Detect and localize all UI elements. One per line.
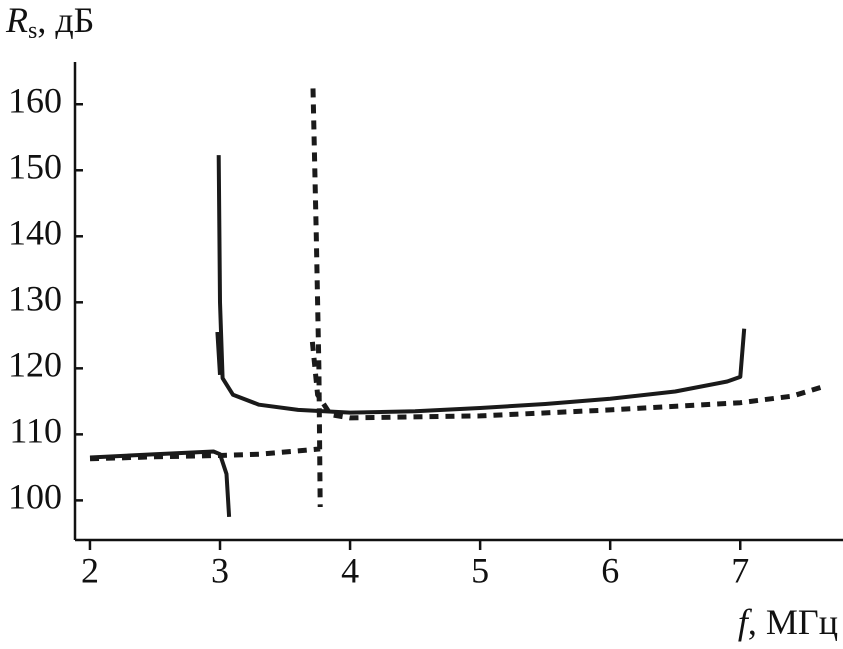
y-tick-label: 120 bbox=[8, 345, 62, 385]
y-label-unit: , дБ bbox=[37, 0, 94, 40]
y-axis-label: Rs, дБ bbox=[5, 0, 94, 43]
y-label-symbol: R bbox=[5, 0, 28, 40]
y-tick-label: 110 bbox=[9, 411, 62, 451]
x-axis-label: f, МГц bbox=[738, 602, 838, 642]
x-label-unit: , МГц bbox=[748, 602, 838, 642]
x-tick-label: 2 bbox=[81, 550, 99, 590]
y-tick-label: 140 bbox=[8, 213, 62, 253]
x-tick-label: 3 bbox=[211, 550, 229, 590]
series-line bbox=[89, 155, 747, 518]
x-tick-label: 6 bbox=[601, 550, 619, 590]
y-tick-label: 100 bbox=[8, 477, 62, 517]
y-label-subscript: s bbox=[28, 18, 37, 44]
x-tick-label: 4 bbox=[341, 550, 359, 590]
y-tick-label: 160 bbox=[8, 81, 62, 121]
series-line bbox=[89, 88, 826, 508]
y-tick-label: 130 bbox=[8, 279, 62, 319]
y-tick-label: 150 bbox=[8, 147, 62, 187]
x-tick-label: 7 bbox=[731, 550, 749, 590]
x-tick-label: 5 bbox=[471, 550, 489, 590]
